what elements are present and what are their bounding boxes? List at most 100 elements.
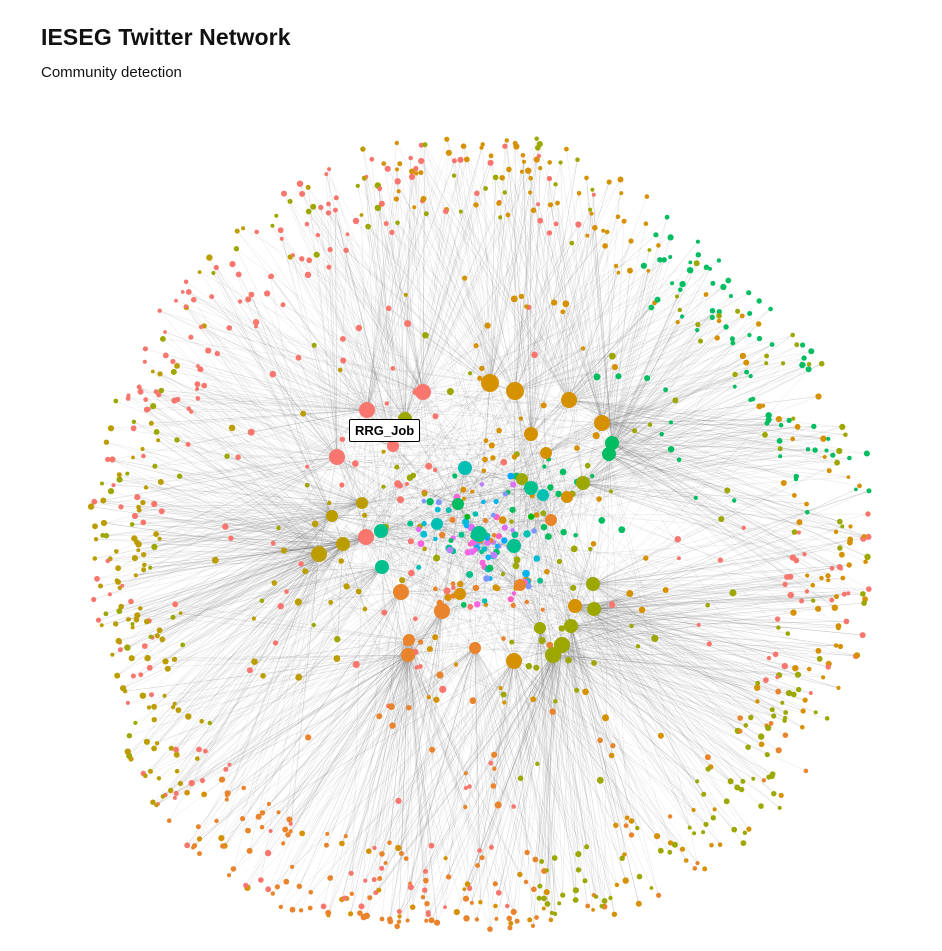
- network-node[interactable]: [157, 536, 162, 541]
- network-node[interactable]: [439, 685, 447, 694]
- network-node[interactable]: [619, 191, 624, 196]
- hub-node[interactable]: [554, 637, 570, 653]
- hub-node[interactable]: [514, 579, 526, 591]
- network-node[interactable]: [834, 594, 839, 600]
- network-node[interactable]: [166, 818, 172, 823]
- network-node[interactable]: [492, 766, 497, 771]
- network-node[interactable]: [509, 506, 516, 513]
- hub-node[interactable]: [454, 588, 466, 600]
- network-node[interactable]: [695, 779, 700, 784]
- network-node[interactable]: [180, 642, 186, 648]
- network-node[interactable]: [647, 248, 652, 252]
- network-node[interactable]: [663, 387, 668, 393]
- network-node[interactable]: [866, 488, 872, 494]
- network-node[interactable]: [107, 488, 115, 495]
- network-node[interactable]: [151, 703, 158, 710]
- network-node[interactable]: [778, 454, 783, 459]
- network-node[interactable]: [751, 776, 756, 781]
- network-node[interactable]: [776, 438, 783, 444]
- network-node[interactable]: [415, 526, 422, 533]
- network-node[interactable]: [477, 375, 483, 381]
- network-node[interactable]: [189, 409, 194, 414]
- network-node[interactable]: [617, 176, 624, 183]
- hub-node[interactable]: [576, 476, 590, 490]
- network-node[interactable]: [632, 428, 638, 434]
- network-node[interactable]: [243, 882, 249, 889]
- network-node[interactable]: [177, 780, 183, 787]
- network-node[interactable]: [184, 789, 190, 796]
- network-node[interactable]: [352, 660, 360, 669]
- network-node[interactable]: [474, 601, 481, 608]
- network-node[interactable]: [611, 911, 618, 917]
- network-node[interactable]: [559, 468, 567, 476]
- network-node[interactable]: [678, 287, 683, 293]
- network-node[interactable]: [517, 871, 523, 878]
- network-node[interactable]: [372, 845, 377, 851]
- network-node[interactable]: [861, 534, 867, 539]
- network-node[interactable]: [588, 546, 593, 552]
- network-node[interactable]: [281, 841, 286, 846]
- network-node[interactable]: [362, 512, 368, 518]
- network-node[interactable]: [246, 847, 253, 854]
- network-node[interactable]: [724, 487, 731, 494]
- network-node[interactable]: [286, 816, 293, 823]
- network-node[interactable]: [808, 691, 813, 695]
- network-node[interactable]: [426, 646, 433, 652]
- network-node[interactable]: [511, 531, 519, 538]
- network-node[interactable]: [790, 691, 797, 698]
- network-node[interactable]: [582, 688, 589, 696]
- network-node[interactable]: [535, 761, 540, 766]
- network-node[interactable]: [408, 569, 415, 577]
- network-node[interactable]: [640, 262, 648, 269]
- network-node[interactable]: [379, 916, 385, 922]
- network-node[interactable]: [148, 565, 153, 570]
- network-node[interactable]: [214, 818, 219, 824]
- network-node[interactable]: [433, 586, 438, 592]
- hub-node[interactable]: [359, 402, 375, 418]
- network-node[interactable]: [142, 359, 147, 364]
- network-node[interactable]: [532, 856, 539, 863]
- network-node[interactable]: [507, 596, 514, 603]
- network-node[interactable]: [536, 895, 542, 901]
- network-node[interactable]: [163, 330, 167, 334]
- network-node[interactable]: [778, 422, 784, 428]
- network-node[interactable]: [667, 840, 674, 846]
- network-node[interactable]: [628, 832, 635, 838]
- network-node[interactable]: [838, 566, 843, 571]
- network-node[interactable]: [91, 596, 97, 603]
- network-node[interactable]: [458, 531, 465, 538]
- network-node[interactable]: [538, 166, 543, 171]
- network-node[interactable]: [557, 901, 562, 906]
- network-node[interactable]: [452, 473, 458, 479]
- network-node[interactable]: [284, 589, 289, 594]
- network-node[interactable]: [92, 523, 98, 530]
- network-node[interactable]: [765, 724, 772, 732]
- network-node[interactable]: [445, 149, 452, 156]
- network-node[interactable]: [142, 562, 147, 568]
- network-node[interactable]: [287, 198, 293, 204]
- network-node[interactable]: [197, 851, 202, 857]
- network-node[interactable]: [787, 591, 794, 599]
- network-node[interactable]: [146, 705, 152, 710]
- network-node[interactable]: [593, 373, 601, 381]
- network-node[interactable]: [717, 842, 723, 847]
- network-node[interactable]: [385, 305, 392, 312]
- network-node[interactable]: [428, 917, 435, 924]
- network-node[interactable]: [251, 658, 258, 665]
- network-node[interactable]: [432, 467, 438, 473]
- network-node[interactable]: [277, 603, 284, 610]
- network-node[interactable]: [498, 686, 503, 691]
- network-node[interactable]: [723, 798, 730, 805]
- network-node[interactable]: [804, 589, 810, 594]
- network-node[interactable]: [318, 204, 324, 211]
- network-node[interactable]: [148, 768, 153, 774]
- network-node[interactable]: [130, 625, 135, 630]
- network-node[interactable]: [540, 402, 547, 409]
- network-node[interactable]: [280, 547, 288, 554]
- network-node[interactable]: [325, 909, 332, 916]
- network-node[interactable]: [647, 422, 653, 428]
- network-node[interactable]: [153, 429, 160, 435]
- network-node[interactable]: [866, 586, 872, 592]
- network-node[interactable]: [434, 506, 441, 513]
- network-node[interactable]: [537, 577, 544, 584]
